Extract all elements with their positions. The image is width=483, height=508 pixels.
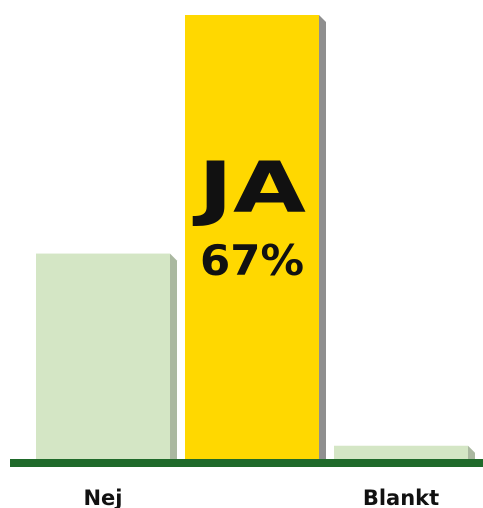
bar-ja — [185, 15, 319, 459]
chart-baseline — [10, 459, 483, 467]
highlight-bar-label: JA — [193, 147, 306, 229]
bar-shadow-nej — [170, 253, 177, 459]
category-label-blankt: Blankt — [363, 486, 439, 508]
bars-group — [36, 15, 475, 459]
highlight-bar-value-label: 67% — [200, 236, 304, 285]
category-label-nej: Nej — [83, 486, 122, 508]
bar-nej — [36, 253, 170, 459]
bar-blankt — [334, 445, 468, 459]
bar-shadow-ja — [319, 15, 326, 459]
category-labels: Nej Blankt — [83, 486, 439, 508]
bar-shadow-blankt — [468, 445, 475, 459]
